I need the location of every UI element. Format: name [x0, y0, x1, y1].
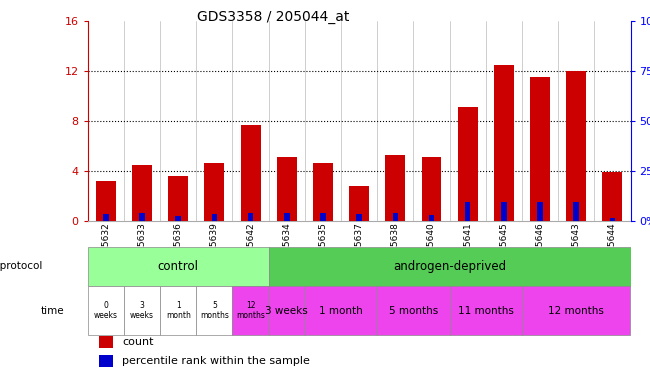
Bar — [305, 286, 377, 335]
Text: 5
months: 5 months — [200, 301, 229, 320]
Text: 1 month: 1 month — [319, 306, 363, 316]
Bar — [530, 77, 550, 221]
Text: control: control — [158, 260, 199, 273]
Bar — [248, 213, 254, 221]
Bar — [96, 181, 116, 221]
Bar — [160, 286, 196, 335]
Bar — [88, 286, 124, 335]
Bar — [393, 213, 398, 221]
Text: 12 months: 12 months — [549, 306, 604, 316]
Bar — [385, 155, 405, 221]
Text: 0
weeks: 0 weeks — [94, 301, 118, 320]
Bar — [88, 247, 268, 286]
Text: 12
months: 12 months — [236, 301, 265, 320]
Bar — [132, 165, 152, 221]
Bar — [268, 286, 305, 335]
Text: 1
month: 1 month — [166, 301, 190, 320]
Bar — [320, 213, 326, 221]
Bar — [268, 247, 630, 286]
Text: growth protocol: growth protocol — [0, 262, 42, 271]
Text: 3 weeks: 3 weeks — [265, 306, 308, 316]
Text: time: time — [40, 306, 64, 316]
Bar — [124, 286, 160, 335]
Bar — [284, 213, 289, 221]
Text: 11 months: 11 months — [458, 306, 514, 316]
Bar — [501, 202, 506, 221]
Bar — [99, 355, 113, 367]
Bar — [99, 336, 113, 348]
Bar — [277, 157, 296, 221]
Bar — [356, 214, 362, 221]
Bar — [465, 202, 471, 221]
Bar — [494, 65, 514, 221]
Bar — [205, 164, 224, 221]
Bar — [429, 215, 434, 221]
Bar — [168, 176, 188, 221]
Bar — [139, 213, 145, 221]
Bar — [458, 107, 478, 221]
Bar — [176, 217, 181, 221]
Text: 3
weeks: 3 weeks — [130, 301, 154, 320]
Bar — [603, 172, 622, 221]
Bar — [522, 286, 630, 335]
Bar — [103, 214, 109, 221]
Bar — [573, 202, 579, 221]
Bar — [450, 286, 522, 335]
Bar — [313, 164, 333, 221]
Bar — [610, 218, 615, 221]
Bar — [240, 125, 261, 221]
Text: count: count — [122, 337, 153, 347]
Text: androgen-deprived: androgen-deprived — [393, 260, 506, 273]
Text: percentile rank within the sample: percentile rank within the sample — [122, 356, 310, 366]
Bar — [422, 157, 441, 221]
Bar — [349, 186, 369, 221]
Bar — [377, 286, 450, 335]
Text: GDS3358 / 205044_at: GDS3358 / 205044_at — [197, 10, 349, 23]
Bar — [212, 214, 217, 221]
Text: 5 months: 5 months — [389, 306, 438, 316]
Bar — [196, 286, 233, 335]
Bar — [233, 286, 268, 335]
Bar — [566, 71, 586, 221]
Bar — [538, 202, 543, 221]
